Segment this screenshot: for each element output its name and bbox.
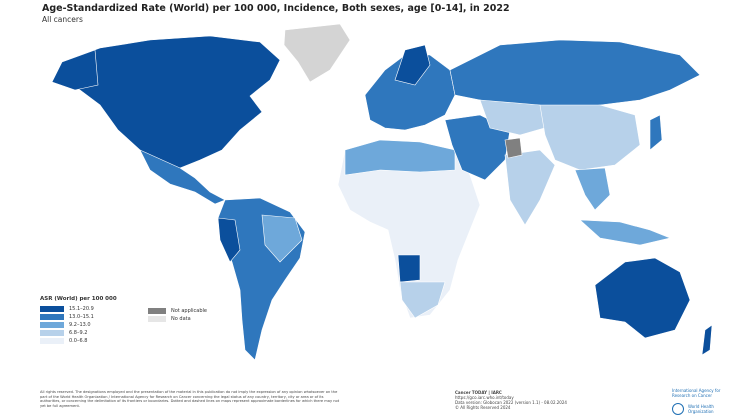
source-url[interactable]: https://gco.iarc.who.int/today	[455, 395, 514, 400]
legend-item: No data	[148, 315, 207, 323]
map-subtitle: All cancers	[42, 15, 83, 24]
region-russia[interactable]	[449, 39, 701, 111]
legend-item: 15.1–20.9	[40, 305, 117, 313]
iarc-logo: International Agency for Research on Can…	[672, 388, 721, 398]
region-southern-africa[interactable]	[399, 281, 446, 319]
region-peru[interactable]	[217, 217, 241, 263]
legend: ASR (World) per 100 000 15.1–20.9 13.0–1…	[40, 296, 117, 345]
legend-label: 9.2–13.0	[69, 322, 91, 328]
region-north-africa[interactable]	[344, 139, 456, 176]
who-logo-text: World Health Organization	[688, 404, 714, 414]
region-australia[interactable]	[594, 257, 691, 339]
region-new-zealand[interactable]	[701, 324, 713, 356]
legend-swatch	[40, 306, 64, 312]
legend-item: 13.0–15.1	[40, 313, 117, 321]
region-central-asia[interactable]	[479, 99, 556, 136]
region-mexico[interactable]	[139, 149, 226, 205]
legend-swatch	[40, 314, 64, 320]
legend-swatch	[40, 330, 64, 336]
region-scandinavia[interactable]	[394, 44, 431, 86]
legend-item: 6.8–9.2	[40, 329, 117, 337]
region-india[interactable]	[504, 149, 556, 226]
source-title: Cancer TODAY | IARC	[455, 390, 502, 395]
legend-item: 9.2–13.0	[40, 321, 117, 329]
region-greenland[interactable]	[283, 23, 351, 83]
who-logo: World Health Organization	[672, 403, 718, 415]
legend-title: ASR (World) per 100 000	[40, 296, 117, 302]
legend-label: No data	[171, 316, 191, 322]
legend-item: 0.0–6.8	[40, 337, 117, 345]
who-emblem-icon	[672, 403, 684, 415]
legend-swatch	[148, 316, 166, 322]
legend-label: 6.8–9.2	[69, 330, 88, 336]
region-angola[interactable]	[397, 254, 421, 283]
region-indonesia[interactable]	[579, 219, 671, 246]
legend-swatch	[148, 308, 166, 314]
region-pakistan[interactable]	[504, 137, 523, 159]
legend-label: 13.0–15.1	[69, 314, 94, 320]
region-china[interactable]	[539, 104, 641, 171]
region-se-asia[interactable]	[574, 167, 611, 211]
disclaimer: All rights reserved. The designations em…	[40, 390, 340, 408]
data-version: Data version: Globocan 2022 (version 1.1…	[455, 400, 567, 405]
legend-other: Not applicable No data	[148, 307, 207, 323]
legend-item: Not applicable	[148, 307, 207, 315]
copyright: © All Rights Reserved 2024	[455, 405, 511, 410]
legend-swatch	[40, 338, 64, 344]
region-brazil-east[interactable]	[261, 214, 303, 263]
source-info: Cancer TODAY | IARC https://gco.iarc.who…	[455, 390, 567, 410]
region-europe[interactable]	[364, 54, 456, 131]
legend-label: Not applicable	[171, 308, 207, 314]
map-title: Age-Standardized Rate (World) per 100 00…	[42, 3, 510, 14]
region-middle-east[interactable]	[444, 114, 511, 181]
legend-label: 0.0–6.8	[69, 338, 88, 344]
region-alaska[interactable]	[51, 49, 99, 91]
region-japan[interactable]	[649, 114, 663, 151]
region-north-america[interactable]	[59, 35, 281, 171]
legend-label: 15.1–20.9	[69, 306, 94, 312]
legend-swatch	[40, 322, 64, 328]
